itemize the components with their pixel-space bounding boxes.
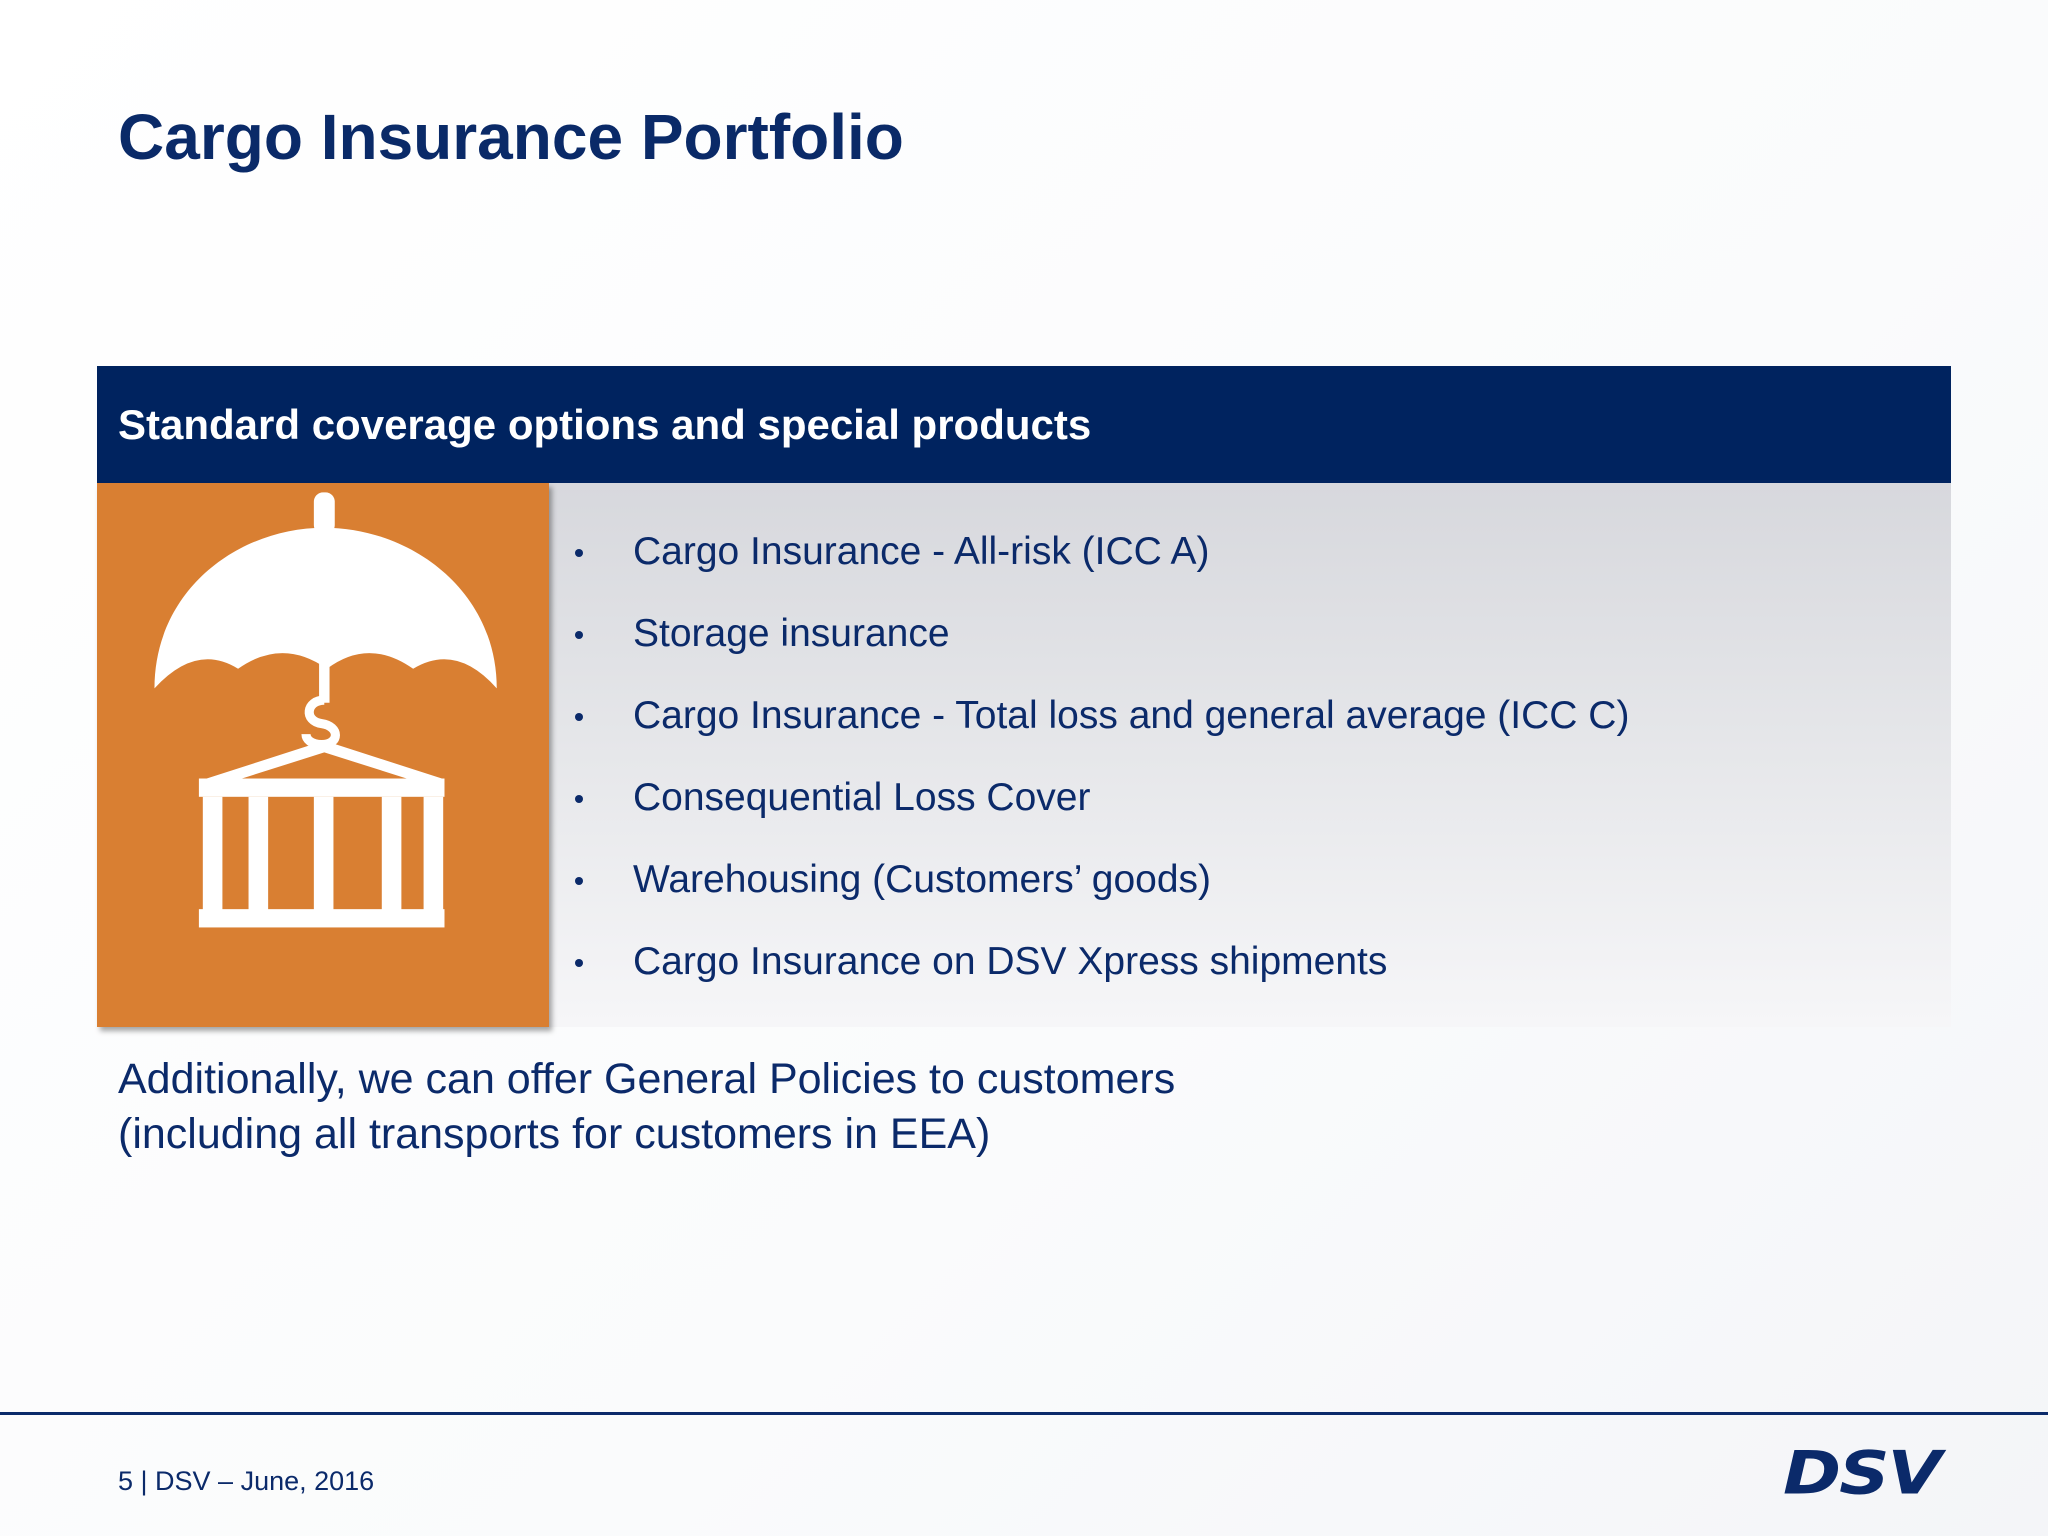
footer-text: 5 | DSV – June, 2016 [118, 1466, 375, 1496]
coverage-item: Consequential Loss Cover [574, 776, 1091, 819]
icon-box [97, 483, 549, 1027]
coverage-item: Cargo Insurance - Total loss and general… [574, 694, 1630, 737]
panel-heading: Standard coverage options and special pr… [118, 401, 1092, 448]
note-line: (including all transports for customers … [118, 1110, 991, 1158]
note: Additionally, we can offer General Polic… [118, 1052, 1175, 1162]
coverage-item: Cargo Insurance on DSV Xpress shipments [574, 940, 1388, 983]
panel-header: Standard coverage options and special pr… [97, 366, 1951, 483]
coverage-item: Cargo Insurance - All-risk (ICC A) [575, 530, 1210, 573]
coverage-item: Storage insurance [575, 612, 950, 655]
note-line: Additionally, we can offer General Polic… [118, 1055, 1176, 1103]
panel-body [549, 483, 1951, 1027]
slide-title: Cargo Insurance Portfolio [118, 101, 904, 173]
coverage-item: Warehousing (Customers’ goods) [574, 858, 1212, 901]
logo: DSV [1783, 1438, 1942, 1508]
footer-rule [0, 1412, 2048, 1415]
insurance-icon [154, 492, 497, 928]
